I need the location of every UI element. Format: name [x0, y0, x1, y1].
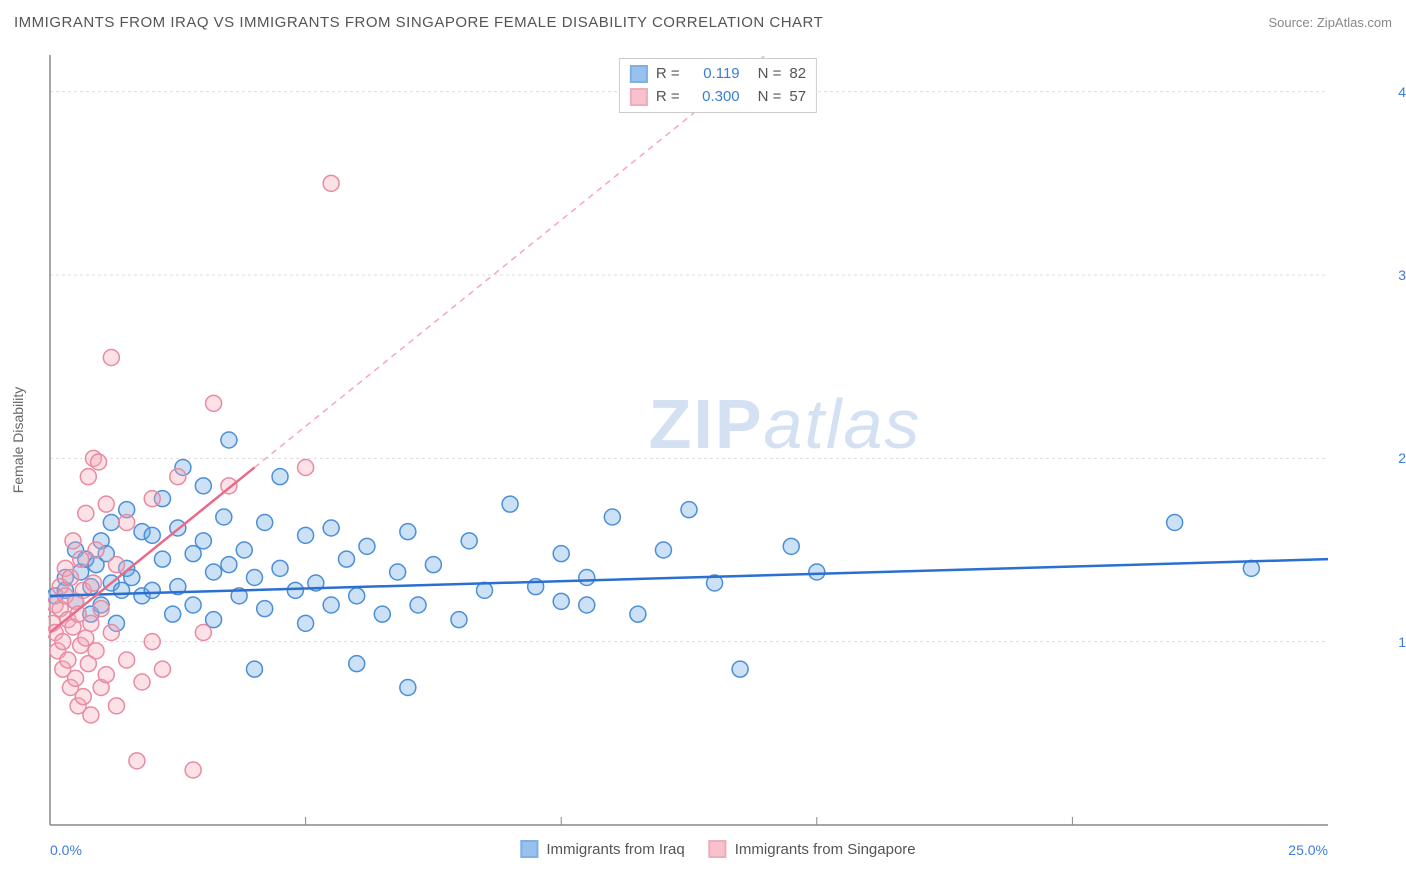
scatter-plot: [48, 50, 1388, 830]
chart-title: IMMIGRANTS FROM IRAQ VS IMMIGRANTS FROM …: [14, 14, 823, 31]
series-swatch: [630, 65, 648, 83]
y-axis-label: Female Disability: [10, 387, 26, 494]
x-tick-label: 25.0%: [1288, 842, 1328, 858]
correlation-stats-box: R = 0.119 N = 82 R = 0.300 N = 57: [619, 58, 817, 113]
stat-n-value: 57: [789, 86, 806, 109]
series-swatch: [630, 88, 648, 106]
stat-n-value: 82: [789, 63, 806, 86]
legend-swatch: [709, 840, 727, 858]
y-tick-label: 30.0%: [1388, 267, 1406, 283]
legend-item: Immigrants from Singapore: [709, 840, 916, 858]
stat-n-label: N =: [758, 63, 782, 86]
x-tick-label: 0.0%: [50, 842, 82, 858]
y-tick-label: 20.0%: [1388, 450, 1406, 466]
legend-label: Immigrants from Singapore: [735, 841, 916, 858]
stat-r-value: 0.119: [688, 63, 740, 86]
y-tick-label: 10.0%: [1388, 634, 1406, 650]
stats-row: R = 0.300 N = 57: [630, 86, 806, 109]
stats-row: R = 0.119 N = 82: [630, 63, 806, 86]
stat-r-label: R =: [656, 86, 680, 109]
legend-item: Immigrants from Iraq: [520, 840, 684, 858]
chart-header: IMMIGRANTS FROM IRAQ VS IMMIGRANTS FROM …: [14, 14, 1392, 31]
chart-area: Female Disability ZIPatlas R =0.119N =82…: [48, 50, 1388, 830]
stat-r-value: 0.300: [688, 86, 740, 109]
y-tick-label: 40.0%: [1388, 84, 1406, 100]
series-legend: Immigrants from Iraq Immigrants from Sing…: [520, 840, 915, 858]
stat-n-label: N =: [758, 86, 782, 109]
legend-label: Immigrants from Iraq: [546, 841, 684, 858]
legend-swatch: [520, 840, 538, 858]
stat-r-label: R =: [656, 63, 680, 86]
source-attribution: Source: ZipAtlas.com: [1268, 15, 1392, 30]
